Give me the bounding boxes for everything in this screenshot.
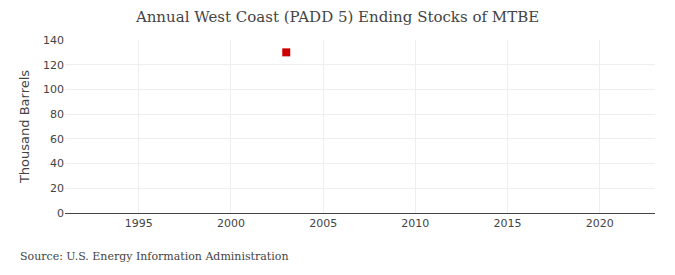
svg-text:Thousand Barrels: Thousand Barrels [17,70,32,184]
svg-text:2020: 2020 [586,217,614,230]
svg-text:120: 120 [43,59,64,72]
svg-text:1995: 1995 [125,217,153,230]
svg-text:2005: 2005 [309,217,337,230]
svg-text:2010: 2010 [401,217,429,230]
svg-text:0: 0 [57,207,64,220]
svg-text:Annual West Coast (PADD 5) End: Annual West Coast (PADD 5) Ending Stocks… [135,8,539,26]
svg-text:140: 140 [43,34,64,47]
svg-text:20: 20 [50,182,64,195]
svg-text:100: 100 [43,83,64,96]
svg-text:60: 60 [50,133,64,146]
svg-text:80: 80 [50,108,64,121]
svg-text:Source: U.S. Energy Informatio: Source: U.S. Energy Information Administ… [20,250,288,263]
svg-text:2000: 2000 [217,217,245,230]
svg-text:40: 40 [50,157,64,170]
svg-text:2015: 2015 [494,217,522,230]
